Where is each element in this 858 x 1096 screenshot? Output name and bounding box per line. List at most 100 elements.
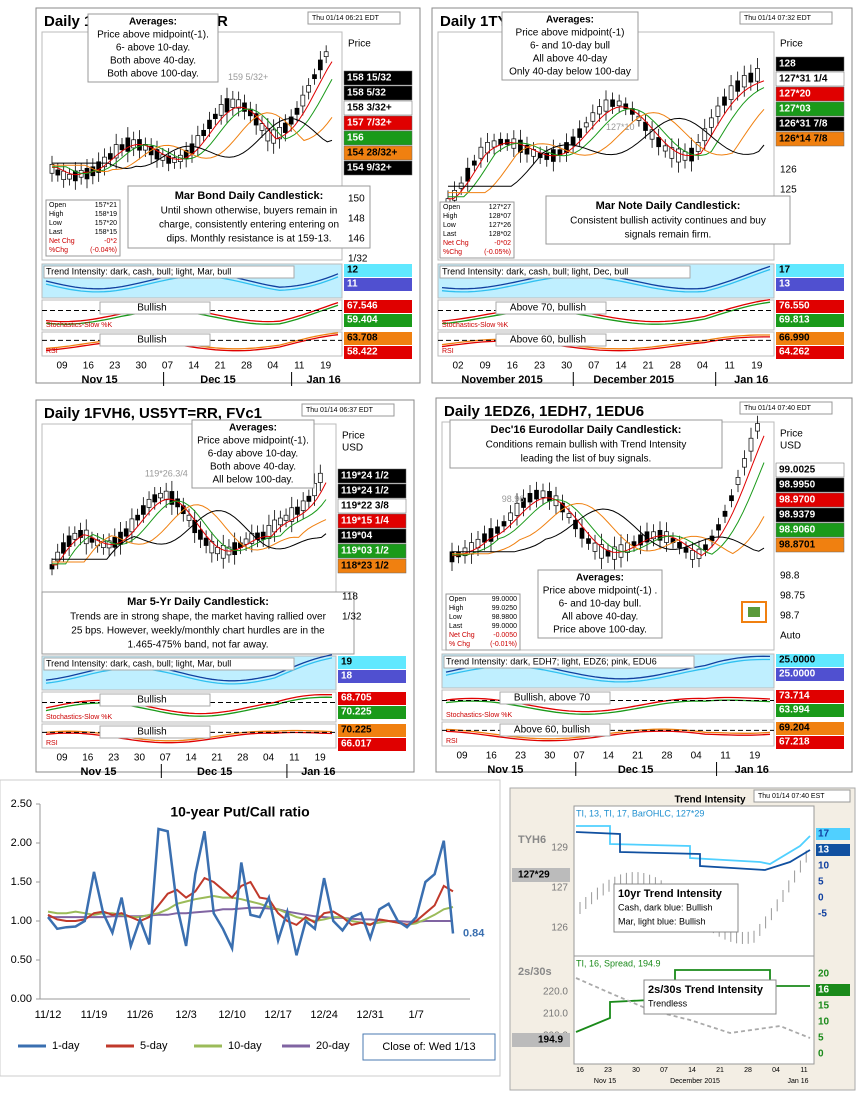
right-axis-label: 16 [818,985,830,996]
price-label: Price [342,431,365,442]
average-line [448,87,765,198]
price-tag-text: 194.9 [538,1035,563,1046]
indicator-tag [776,654,844,667]
indicator-tag [344,346,412,359]
x-tick-label: 07 [574,751,586,762]
x-tick-label: 11 [800,1067,807,1074]
price-tag [775,492,845,508]
right-axis-label: -5 [818,909,827,920]
candle-body [603,99,609,112]
candle-body [631,541,637,547]
candle-body [458,182,464,189]
timestamp: Thu 01/14 06:37 EDT [306,407,374,414]
candle-body [560,502,565,513]
ohlc-label: High [49,211,64,218]
ohlc-label: Last [449,623,462,630]
indicator-tag [776,736,844,749]
price-axis-label: 148 [348,214,365,225]
averages-line: 6- and 10-day bull [530,41,610,52]
month-label: December 2015 [593,374,674,386]
right-axis-label: 0 [818,893,824,904]
candle-body [544,152,550,160]
month-label: Jan 16 [306,374,340,386]
candle-body [469,542,474,555]
x-tick-label: 16 [83,361,95,372]
indicator-name: RSI [446,738,458,745]
average-line [448,108,765,194]
averages-line: 6- and 10-day bull. [559,599,642,610]
indicator-tag [816,984,850,996]
price-tag [337,498,407,514]
price-tag-text: 154 9/32+ [347,163,392,174]
average-line [448,117,765,187]
price-tag-text: 119*24 1/2 [341,486,389,497]
candle-body [683,547,689,553]
x-tick-label: 23 [604,1067,612,1074]
candle-body [748,72,754,83]
x-tick-label: 30 [544,751,556,762]
candle-body [201,129,207,137]
price-tag-text: 158 15/32 [347,73,392,84]
price-axis-label: 98.75 [780,591,805,602]
candle-body [682,151,688,161]
averages-box [537,569,663,639]
indicator-value: 66.990 [779,333,810,344]
price-tag [337,528,407,544]
indicator-value: 68.705 [341,693,372,704]
candle-body [643,121,648,131]
candle-body [590,112,596,122]
candle-body [564,142,569,154]
timestamp-box [739,401,833,415]
indicator-value: 67.546 [347,301,378,312]
candle-body [527,493,533,503]
trend-legend: TI, 13, TI, 17, BarOHLC, 127*29 [576,808,704,818]
candle-body [49,163,55,174]
candle-body [735,477,741,485]
candle-body [478,146,484,159]
note-box [41,591,355,655]
ohlc-label: %Chg [443,249,462,256]
month-label: Jan 16 [301,766,335,778]
month-label: Dec 15 [197,766,232,778]
candle-body [243,538,249,545]
candle-body [55,551,61,562]
candle-body [716,524,721,531]
price-tag [343,70,413,86]
month-label: Nov 15 [594,1078,616,1085]
candle-body [501,521,507,527]
price-axis-label: 118 [342,592,358,603]
candle-body [722,96,727,106]
note-line: signals remain firm. [625,230,712,241]
right-axis-label: 15 [818,1001,830,1012]
panel-title: Daily 1FVH6, US5YT=RR, FVc1 [44,405,262,422]
candle-body [471,160,477,166]
price-tag [512,868,570,882]
indicator-tag [338,656,406,669]
candle-body [113,144,119,159]
timestamp: Thu 01/14 07:32 EDT [744,15,812,22]
candle-body [656,137,662,148]
candle-body [288,116,294,125]
candle-body [586,538,591,544]
price-tag [337,513,407,529]
candle-body [755,68,760,82]
x-tick-label: 21 [211,753,223,764]
ohlc-label: Open [49,202,66,209]
candle-body [135,514,140,521]
candle-body [283,514,289,521]
series-line [47,827,455,956]
trend-note [643,979,777,1015]
indicator-value: 73.714 [779,691,810,702]
indicator-tag [776,278,844,291]
ohlc-box [445,593,521,651]
price-tag-text: 119*04 [341,531,373,542]
indicator-value: 70.225 [341,707,372,718]
x-tick-label: 16 [486,751,498,762]
candle-body [289,507,295,522]
indicator-label-box [99,301,211,315]
chart-label: 159 5/32+ [228,72,268,82]
average-line [452,502,765,555]
price-tag [775,507,845,523]
x-tick-label: 11 [724,361,735,372]
y-tick-label: 1.50 [11,876,32,888]
